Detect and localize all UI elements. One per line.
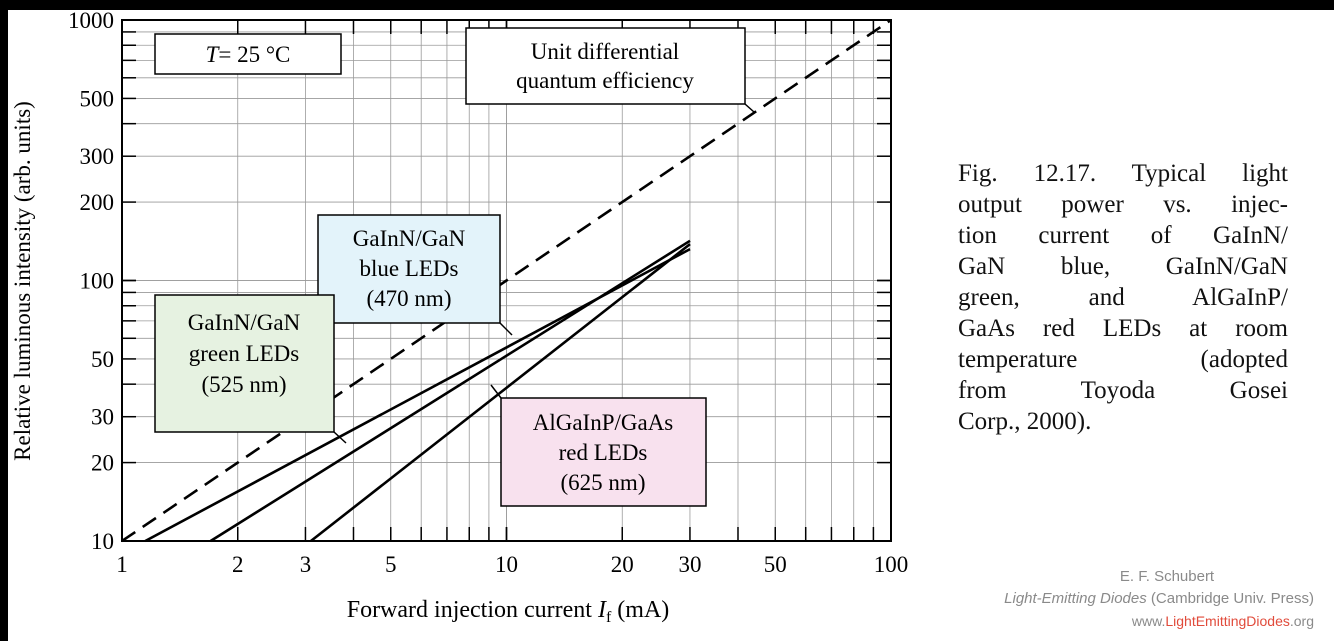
- caption-line: Corp., 2000).: [958, 408, 1092, 435]
- y-tick-label: 1000: [68, 8, 114, 33]
- y-tick-label: 100: [80, 269, 115, 294]
- caption-line: GaN blue, GaInN/GaN: [958, 253, 1288, 280]
- caption-line: temperature (adopted: [958, 346, 1288, 373]
- x-tick-label: 3: [300, 552, 312, 577]
- x-tick-label: 10: [495, 552, 518, 577]
- caption-line: green, and AlGaInP/: [958, 284, 1288, 311]
- svg-text:GaInN/GaN: GaInN/GaN: [353, 226, 466, 251]
- series-line-3: [209, 239, 691, 543]
- caption-line: Fig. 12.17. Typical light: [958, 160, 1288, 187]
- ticks: 1 2 3 5 10 20 30 50 100 10 20 30 50 100 200 300 500 1000: [68, 8, 908, 577]
- credit-url[interactable]: www.LightEmittingDiodes.org: [1131, 613, 1314, 629]
- credit-author: E. F. Schubert: [1119, 568, 1215, 585]
- x-tick-label: 50: [764, 552, 787, 577]
- x-axis-label: Forward injection current If (mA): [347, 597, 670, 626]
- x-tick-label: 2: [232, 552, 244, 577]
- svg-text:red LEDs: red LEDs: [559, 440, 648, 465]
- series: [121, 18, 892, 543]
- svg-text:quantum efficiency: quantum efficiency: [516, 68, 694, 93]
- svg-text:green LEDs: green LEDs: [189, 341, 300, 366]
- red-led-annotation: AlGaInP/GaAs red LEDs (625 nm): [490, 384, 707, 507]
- series-line-1: [121, 18, 892, 543]
- x-tick-label: 100: [874, 552, 909, 577]
- y-tick-label: 20: [91, 451, 114, 476]
- figure-caption: Fig. 12.17. Typical light output power vs…: [958, 158, 1288, 437]
- top-border: [0, 0, 1334, 10]
- chart: 1 2 3 5 10 20 30 50 100102030501002003005001000 …: [10, 8, 908, 626]
- svg-text:AlGaInP/GaAs: AlGaInP/GaAs: [533, 410, 674, 435]
- x-tick-label: 1: [116, 552, 128, 577]
- svg-text:(525 nm): (525 nm): [202, 372, 287, 397]
- y-tick-label: 10: [91, 529, 114, 554]
- y-tick-label: 30: [91, 405, 114, 430]
- svg-text:blue LEDs: blue LEDs: [359, 256, 458, 281]
- x-tick-label: 20: [611, 552, 634, 577]
- svg-text:GaInN/GaN: GaInN/GaN: [188, 310, 301, 335]
- green-led-annotation: GaInN/GaN green LEDs (525 nm): [154, 294, 347, 444]
- svg-text:Unit differential: Unit differential: [531, 39, 679, 64]
- y-tick-label: 50: [91, 347, 114, 372]
- y-tick-label: 300: [80, 144, 115, 169]
- caption-line: tion current of GaInN/: [958, 222, 1288, 249]
- left-border: [0, 0, 8, 641]
- caption-line: output power vs. injec-: [958, 191, 1288, 218]
- blue-led-annotation: GaInN/GaN blue LEDs (470 nm): [317, 214, 513, 336]
- credit-book: Light-Emitting Diodes (Cambridge Univ. P…: [1004, 590, 1314, 607]
- x-tick-label: 5: [385, 552, 397, 577]
- temperature-annotation: T= 25 °C: [154, 33, 342, 75]
- x-tick-label: 30: [678, 552, 701, 577]
- series-line-4: [310, 243, 691, 543]
- y-tick-label: 500: [80, 86, 115, 111]
- svg-text:(625 nm): (625 nm): [561, 470, 646, 495]
- unit-efficiency-annotation: Unit differential quantum efficiency: [465, 27, 755, 113]
- caption-line: from Toyoda Gosei: [958, 377, 1288, 404]
- svg-text:T= 25 °C: T= 25 °C: [206, 42, 291, 67]
- svg-text:(470 nm): (470 nm): [367, 286, 452, 311]
- caption-line: GaAs red LEDs at room: [958, 315, 1288, 342]
- y-tick-label: 200: [80, 190, 115, 215]
- y-axis-label: Relative luminous intensity (arb. units): [10, 101, 35, 461]
